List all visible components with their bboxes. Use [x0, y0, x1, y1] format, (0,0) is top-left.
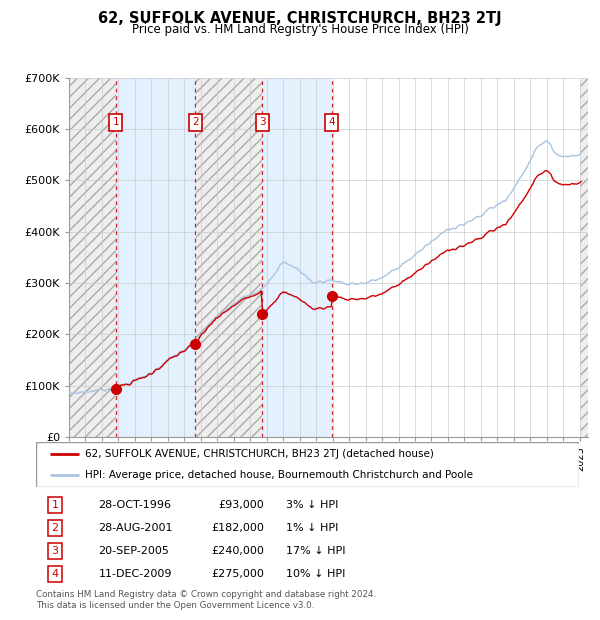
Text: 17% ↓ HPI: 17% ↓ HPI — [286, 546, 345, 556]
Text: 28-OCT-1996: 28-OCT-1996 — [98, 500, 172, 510]
Bar — [332, 78, 588, 437]
Text: 11-DEC-2009: 11-DEC-2009 — [98, 569, 172, 579]
Text: 3% ↓ HPI: 3% ↓ HPI — [286, 500, 338, 510]
Text: 1: 1 — [112, 117, 119, 128]
Text: 3: 3 — [259, 117, 265, 128]
Text: Contains HM Land Registry data © Crown copyright and database right 2024.
This d: Contains HM Land Registry data © Crown c… — [36, 590, 376, 609]
Text: 62, SUFFOLK AVENUE, CHRISTCHURCH, BH23 2TJ: 62, SUFFOLK AVENUE, CHRISTCHURCH, BH23 2… — [98, 11, 502, 25]
Text: 1: 1 — [52, 500, 59, 510]
Text: 2: 2 — [192, 117, 199, 128]
Text: Price paid vs. HM Land Registry's House Price Index (HPI): Price paid vs. HM Land Registry's House … — [131, 23, 469, 36]
Text: 2: 2 — [52, 523, 59, 533]
Bar — [69, 78, 116, 437]
Text: 4: 4 — [52, 569, 59, 579]
FancyBboxPatch shape — [36, 442, 579, 487]
Bar — [116, 78, 195, 437]
Text: 1% ↓ HPI: 1% ↓ HPI — [286, 523, 338, 533]
Text: 10% ↓ HPI: 10% ↓ HPI — [286, 569, 345, 579]
Text: 62, SUFFOLK AVENUE, CHRISTCHURCH, BH23 2TJ (detached house): 62, SUFFOLK AVENUE, CHRISTCHURCH, BH23 2… — [85, 449, 434, 459]
Text: HPI: Average price, detached house, Bournemouth Christchurch and Poole: HPI: Average price, detached house, Bour… — [85, 469, 473, 480]
Bar — [262, 78, 332, 437]
Text: 4: 4 — [328, 117, 335, 128]
Text: £275,000: £275,000 — [211, 569, 264, 579]
Text: 3: 3 — [52, 546, 59, 556]
Text: 20-SEP-2005: 20-SEP-2005 — [98, 546, 169, 556]
Bar — [195, 78, 262, 437]
Text: £182,000: £182,000 — [211, 523, 264, 533]
Text: 28-AUG-2001: 28-AUG-2001 — [98, 523, 173, 533]
Text: £93,000: £93,000 — [218, 500, 264, 510]
Bar — [580, 78, 600, 437]
Text: £240,000: £240,000 — [211, 546, 264, 556]
